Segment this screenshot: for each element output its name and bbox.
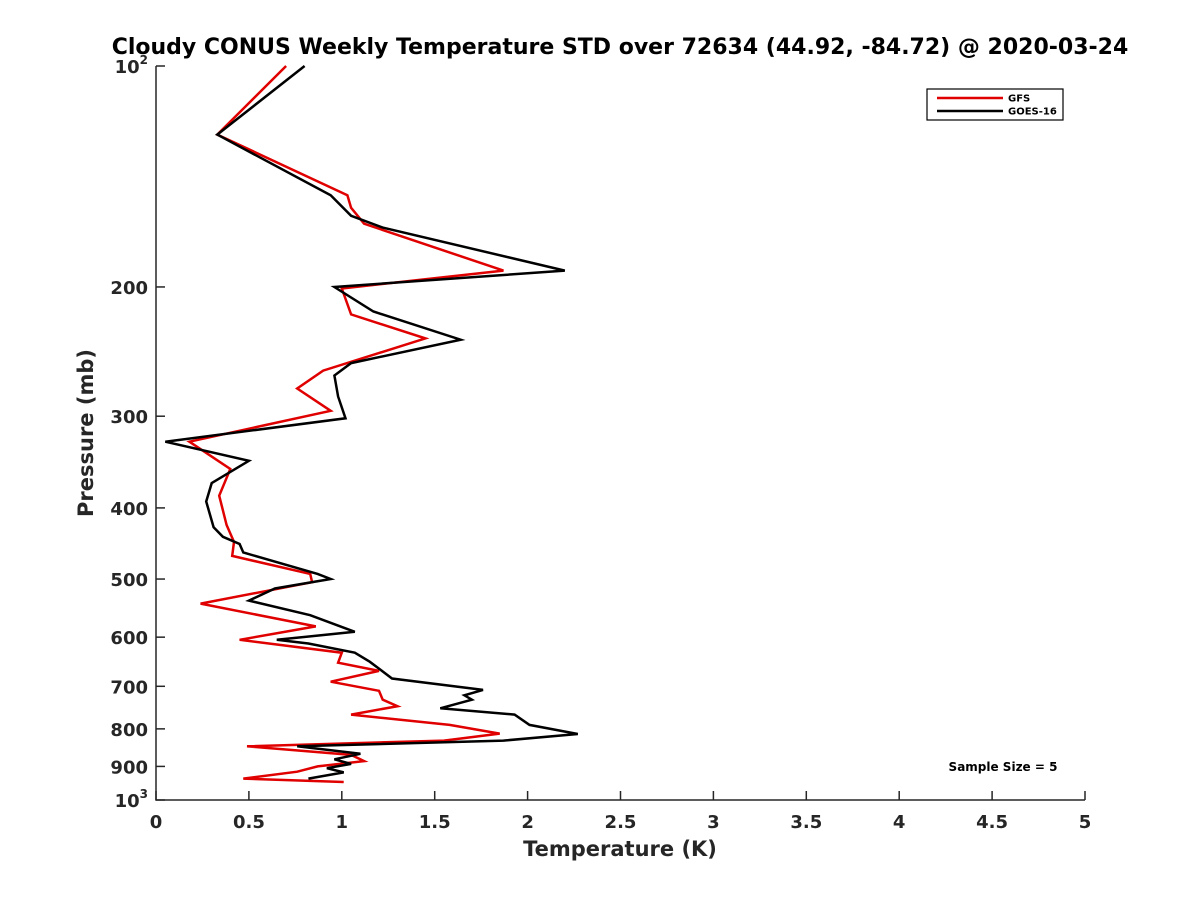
legend-label-goes16: GOES-16 (1008, 107, 1057, 118)
x-tick-label: 3.5 (790, 812, 822, 833)
x-tick-label: 1.5 (419, 812, 451, 833)
legend: GFS GOES-16 (926, 88, 1064, 121)
x-tick-label: 2 (521, 812, 534, 833)
y-tick-label: 200 (110, 278, 148, 299)
y-tick-label: 900 (110, 757, 148, 778)
y-axis-label: Pressure (mb) (74, 349, 98, 517)
x-axis-ticks: 0 0.5 1 1.5 2 2.5 3 3.5 4 4.5 5 (150, 791, 1092, 833)
y-tick-label: 400 (110, 499, 148, 520)
x-tick-label: 0.5 (233, 812, 265, 833)
legend-label-gfs: GFS (1008, 94, 1030, 105)
x-tick-label: 0 (150, 812, 163, 833)
x-tick-label: 4 (893, 812, 906, 833)
chart-title: Cloudy CONUS Weekly Temperature STD over… (112, 35, 1129, 60)
x-tick-label: 1 (336, 812, 349, 833)
series-line-gfs (186, 65, 504, 784)
x-tick-label: 4.5 (976, 812, 1008, 833)
y-tick-label: 300 (110, 407, 148, 428)
y-tick-label: 500 (110, 570, 148, 591)
x-tick-label: 3 (707, 812, 720, 833)
x-tick-label: 5 (1079, 812, 1092, 833)
y-axis-ticks: 102 200 300 400 500 600 700 800 900 103 (110, 53, 165, 812)
x-tick-label: 2.5 (605, 812, 637, 833)
series-line-goes16 (165, 65, 579, 780)
y-tick-label: 600 (110, 628, 148, 649)
y-tick-label: 103 (115, 787, 148, 812)
x-axis-label: Temperature (K) (523, 837, 717, 861)
legend-box (926, 88, 1064, 121)
y-tick-label: 700 (110, 677, 148, 698)
y-tick-label: 102 (115, 53, 148, 78)
series-lines (165, 65, 579, 784)
y-tick-label: 800 (110, 720, 148, 741)
sample-size-annotation: Sample Size = 5 (949, 760, 1058, 774)
